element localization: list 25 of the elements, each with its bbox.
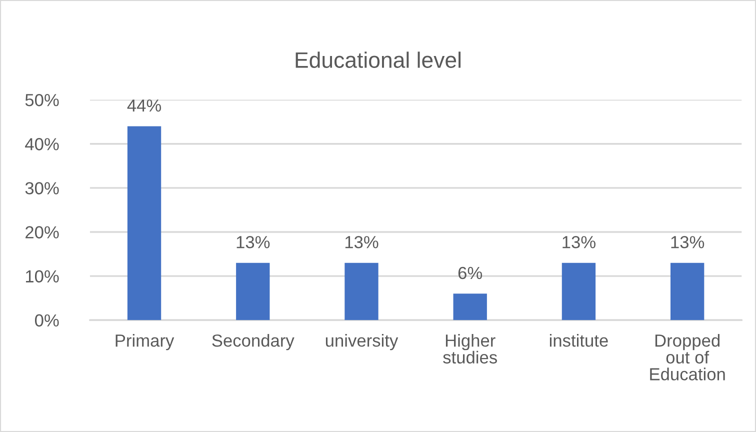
x-tick-label: university: [326, 334, 398, 350]
data-label: 13%: [562, 236, 596, 248]
data-label: 13%: [671, 236, 704, 248]
bar: [562, 262, 596, 320]
data-label: 13%: [345, 236, 378, 248]
bar: [236, 262, 270, 320]
x-tick-label: Dropped out of Education: [650, 334, 725, 380]
y-tick-label: 50%: [25, 94, 59, 106]
data-label: 6%: [458, 266, 482, 280]
y-tick-label: 10%: [26, 270, 59, 283]
chart-title: Educational level: [296, 52, 461, 68]
y-tick-label: 20%: [26, 226, 59, 238]
x-tick-label: Primary: [116, 334, 174, 350]
y-tick-label: 0%: [34, 314, 59, 327]
bar: [453, 294, 487, 320]
x-tick-label: institute: [550, 334, 608, 347]
y-tick-label: 40%: [25, 138, 59, 150]
bar: [127, 126, 162, 320]
x-tick-label: Higher studies: [443, 334, 497, 364]
bar: [344, 262, 378, 320]
bar: [670, 262, 704, 320]
data-label: 13%: [236, 236, 270, 248]
data-label: 44%: [127, 99, 162, 112]
y-tick-label: 30%: [25, 182, 59, 194]
x-tick-label: Secondary: [212, 334, 294, 350]
